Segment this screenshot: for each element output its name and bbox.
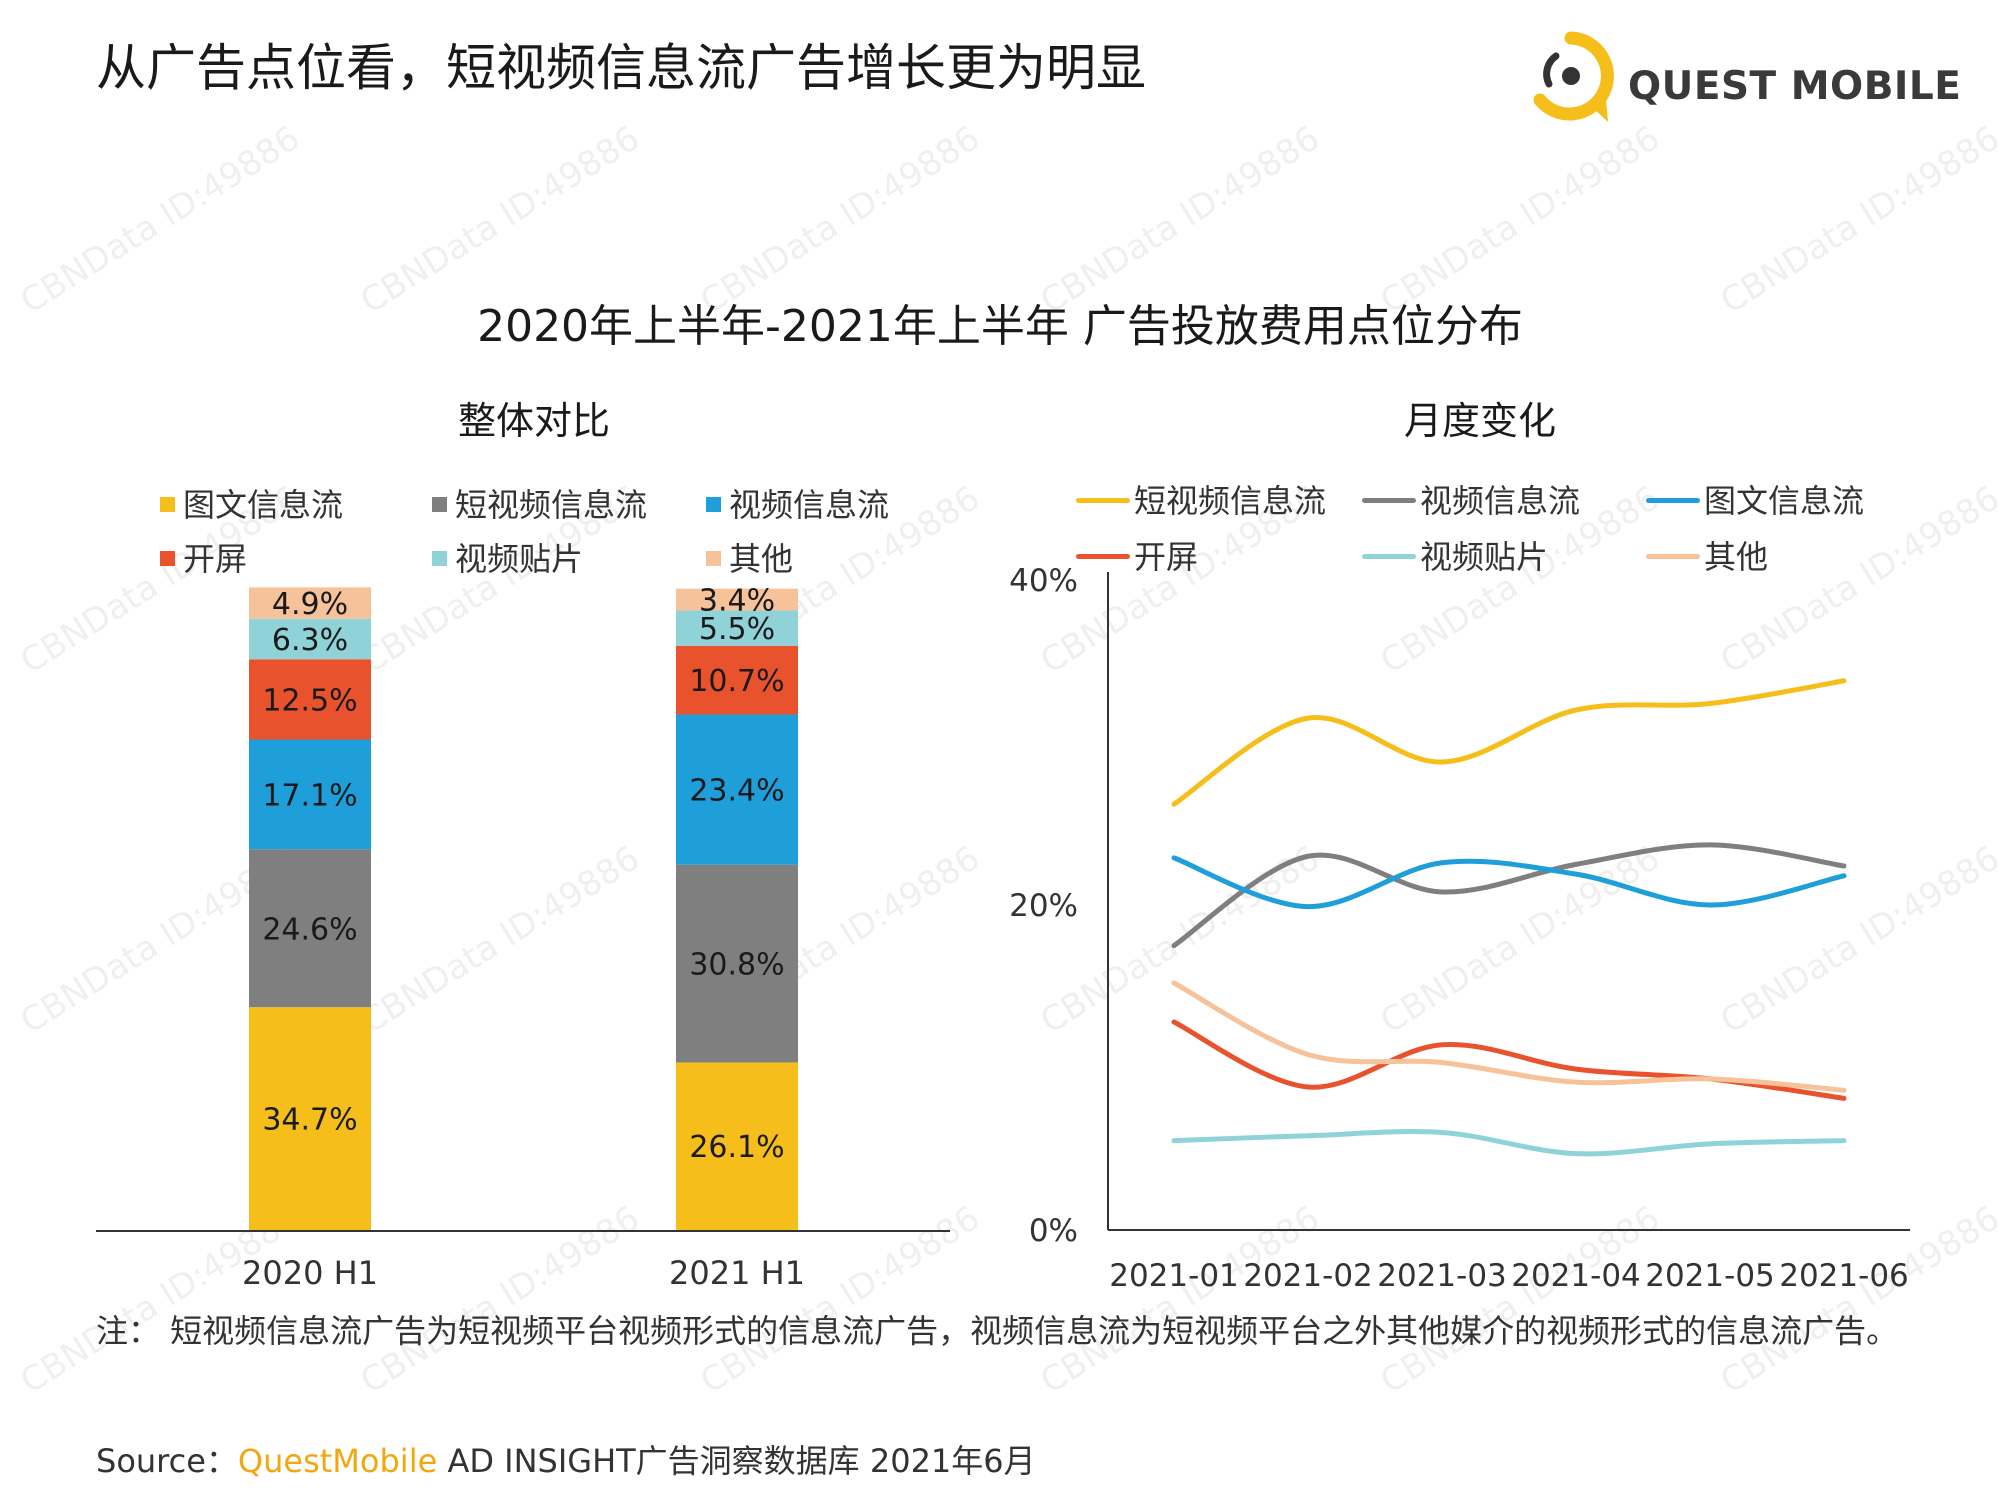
bar-segment <box>249 849 371 1008</box>
bar-legend-item: 其他 <box>706 534 793 580</box>
bar-segment <box>249 739 371 850</box>
x-tick-label: 2021-01 <box>1109 1258 1239 1294</box>
bar-data-label: 5.5% <box>699 612 775 647</box>
bar-segment <box>676 645 798 715</box>
bar-legend-label: 视频信息流 <box>729 486 890 524</box>
bar-legend-swatch <box>160 496 175 512</box>
line-legend-swatch <box>1076 497 1130 503</box>
line-legend-item: 视频信息流 <box>1362 476 1580 522</box>
bar-legend-swatch <box>160 550 175 566</box>
y-tick-label: 20% <box>1009 888 1078 924</box>
bar-segment <box>676 588 798 611</box>
bar-data-label: 3.4% <box>699 584 775 619</box>
y-tick-label: 40% <box>1009 563 1078 599</box>
bar-data-label: 6.3% <box>272 623 348 658</box>
quest-mobile-logo-icon <box>1533 31 1614 122</box>
bar-segment <box>249 1007 371 1230</box>
bar-legend-label: 视频贴片 <box>455 540 584 578</box>
line-series <box>1171 678 1847 807</box>
bar-data-label: 23.4% <box>689 774 784 809</box>
x-tick-label: 2021-03 <box>1377 1258 1507 1294</box>
quest-mobile-logo: QUEST MOBILE <box>1516 26 1961 126</box>
bar-legend-label: 图文信息流 <box>183 486 344 524</box>
bar-legend-item: 视频贴片 <box>432 534 583 580</box>
bar-category-label: 2020 H1 <box>242 1254 378 1292</box>
page-headline: 从广告点位看，短视频信息流广告增长更为明显 <box>96 39 1146 97</box>
bar-legend-swatch <box>706 496 721 512</box>
line-legend-label: 短视频信息流 <box>1134 482 1327 520</box>
bar-segment <box>676 610 798 646</box>
bar-legend-label: 短视频信息流 <box>455 486 648 524</box>
line-series <box>1171 1019 1847 1101</box>
line-chart-subtitle: 月度变化 <box>1403 399 1557 443</box>
line-series <box>1171 842 1847 949</box>
line-chart: 0%20%40%2021-01 2021-02 2021-03 2021-04 2021… <box>1009 563 1910 1294</box>
line-legend-item: 开屏 <box>1076 532 1198 578</box>
line-series <box>1171 855 1847 910</box>
bar-legend-item: 开屏 <box>160 534 247 580</box>
bar-segment <box>676 1062 798 1230</box>
bar-data-label: 24.6% <box>262 912 357 947</box>
bar-chart-subtitle: 整体对比 <box>457 399 611 443</box>
source-line: Source：QuestMobile AD INSIGHT广告洞察数据库 202… <box>96 1436 1036 1482</box>
chart-title: 2020年上半年-2021年上半年 广告投放费用点位分布 <box>477 301 1523 352</box>
bar-legend-item: 图文信息流 <box>160 480 343 526</box>
bar-legend-item: 视频信息流 <box>706 480 889 526</box>
line-series <box>1171 1129 1847 1157</box>
bar-data-label: 12.5% <box>262 683 357 718</box>
line-legend-swatch <box>1362 497 1416 503</box>
line-legend-swatch <box>1646 497 1700 503</box>
source-brand: QuestMobile <box>237 1442 438 1480</box>
bar-segment <box>249 587 371 619</box>
x-tick-label: 2021-05 <box>1645 1258 1775 1294</box>
line-legend-item: 短视频信息流 <box>1076 476 1326 522</box>
line-legend-item: 图文信息流 <box>1646 476 1864 522</box>
line-legend-label: 视频信息流 <box>1420 482 1581 520</box>
bar-segment <box>676 864 798 1063</box>
bar-category-label: 2021 H1 <box>669 1254 805 1292</box>
logo-wordmark: QUEST MOBILE <box>1628 64 1962 109</box>
footnote: 注： 短视频信息流广告为短视频平台视频形式的信息流广告，视频信息流为短视频平台之… <box>96 1312 1899 1350</box>
bar-legend-swatch <box>706 550 721 566</box>
line-legend-label: 图文信息流 <box>1704 482 1865 520</box>
bar-data-label: 10.7% <box>689 664 784 699</box>
source-prefix: Source： <box>96 1442 238 1480</box>
bar-legend-label: 其他 <box>729 540 794 578</box>
line-legend-label: 其他 <box>1704 538 1769 576</box>
line-legend-swatch <box>1646 553 1700 559</box>
bar-data-label: 30.8% <box>689 948 784 983</box>
bar-legend-label: 开屏 <box>183 540 248 578</box>
x-tick-label: 2021-06 <box>1779 1258 1909 1294</box>
bar-segment <box>676 714 798 865</box>
bar-data-label: 34.7% <box>262 1103 357 1138</box>
source-rest: AD INSIGHT广告洞察数据库 2021年6月 <box>437 1442 1036 1480</box>
line-legend-item: 其他 <box>1646 532 1768 578</box>
stacked-bar-chart: 34.7% 24.6% 17.1% 12.5% 6.3%4.9% 2020 H1 26.1%… <box>96 584 950 1292</box>
bar-legend-swatch <box>432 550 447 566</box>
line-legend-swatch <box>1362 553 1416 559</box>
line-legend-swatch <box>1076 553 1130 559</box>
bar-segment <box>249 659 371 740</box>
line-legend-label: 开屏 <box>1134 538 1199 576</box>
line-legend-label: 视频贴片 <box>1420 538 1549 576</box>
line-series <box>1171 980 1847 1093</box>
bar-data-label: 26.1% <box>689 1130 784 1165</box>
x-tick-label: 2021-02 <box>1243 1258 1373 1294</box>
bar-segment <box>249 618 371 660</box>
y-tick-label: 0% <box>1029 1213 1078 1249</box>
bar-data-label: 4.9% <box>272 587 348 622</box>
bar-data-label: 17.1% <box>262 778 357 813</box>
line-legend-item: 视频贴片 <box>1362 532 1548 578</box>
x-tick-label: 2021-04 <box>1511 1258 1641 1294</box>
bar-legend-item: 短视频信息流 <box>432 480 647 526</box>
bar-legend-swatch <box>432 496 447 512</box>
